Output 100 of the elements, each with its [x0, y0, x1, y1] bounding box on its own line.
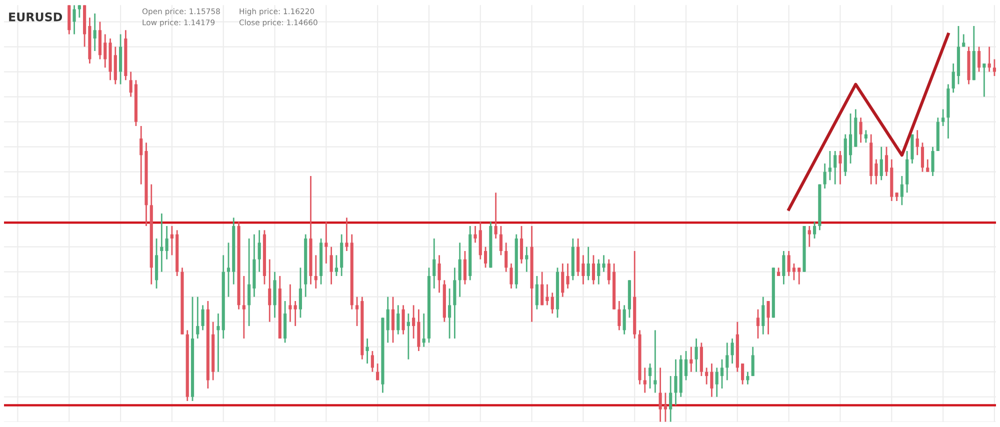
candlestick [345, 216, 348, 252]
candlestick [546, 284, 549, 306]
candlestick [864, 129, 868, 144]
candlestick [494, 192, 498, 240]
candlestick [715, 367, 718, 398]
candlestick [962, 34, 966, 48]
candlestick [566, 262, 570, 290]
candlestick [448, 288, 452, 340]
candlestick [690, 346, 693, 373]
candlestick [762, 296, 765, 336]
chart-title: EURUSD [9, 12, 62, 22]
candlestick [324, 221, 328, 264]
candlestick [828, 150, 832, 181]
candlestick [664, 392, 667, 422]
candlestick [658, 367, 662, 422]
candlestick [463, 250, 467, 286]
candlestick [669, 375, 672, 422]
candlestick [504, 242, 508, 273]
candlestick [288, 284, 292, 323]
candlestick [170, 225, 174, 256]
candlestick [952, 62, 955, 94]
candlestick [525, 246, 528, 273]
candlestick [618, 300, 621, 331]
candlestick [916, 129, 919, 156]
candlestick [942, 108, 945, 127]
candlestick [540, 271, 544, 306]
candlestick [201, 304, 204, 331]
candlestick [458, 242, 462, 298]
candlestick [705, 367, 708, 386]
candlestick [422, 312, 426, 348]
candlestick [330, 246, 333, 286]
candlestick [812, 221, 816, 240]
candlestick [982, 62, 986, 98]
candlestick [766, 300, 770, 336]
candlestick [402, 304, 405, 336]
candlestick [499, 225, 502, 256]
candlestick [396, 304, 400, 336]
candlestick [654, 329, 657, 394]
candlestick [900, 175, 904, 206]
candlestick [484, 246, 488, 268]
candlestick [242, 275, 246, 340]
candlestick [756, 308, 760, 340]
candlestick [880, 146, 883, 181]
candlestick [931, 146, 934, 177]
candlestick [93, 12, 96, 52]
candlestick [834, 150, 837, 186]
candlestick [884, 146, 888, 177]
candlestick [258, 229, 261, 273]
candlestick [694, 338, 698, 373]
candlestick [520, 225, 524, 264]
candlestick [165, 225, 168, 260]
candlestick [140, 125, 143, 186]
candlestick [268, 258, 272, 323]
candlestick [808, 225, 811, 248]
candlestick [298, 266, 302, 318]
candlestick [607, 258, 610, 286]
candlestick [386, 296, 390, 344]
candlestick [674, 358, 678, 406]
candlestick [787, 250, 790, 277]
candlestick [782, 250, 786, 286]
candlestick [792, 262, 796, 281]
candlestick [72, 5, 76, 35]
candlestick [874, 158, 878, 186]
candlestick [602, 254, 606, 273]
candlestick [859, 116, 862, 144]
candlestick [510, 262, 513, 290]
candlestick [751, 346, 754, 377]
candlestick [438, 254, 441, 294]
candlestick [823, 162, 826, 190]
candlestick [988, 46, 991, 72]
candlestick [78, 5, 81, 18]
candlestick [582, 254, 585, 286]
candlestick [838, 150, 842, 186]
candlestick [561, 262, 564, 298]
candlestick [226, 242, 230, 298]
candlestick [535, 275, 538, 310]
candlestick [160, 212, 164, 273]
candlestick [474, 225, 477, 244]
candlestick [294, 300, 297, 327]
candlestick [710, 362, 714, 398]
candlestick [798, 266, 801, 286]
candlestick [366, 338, 369, 364]
candlestick [622, 304, 626, 336]
candlestick [550, 292, 554, 314]
candlestick [746, 371, 750, 386]
candlestick [926, 158, 930, 173]
candlestick [648, 362, 652, 390]
candlestick [370, 350, 374, 373]
candlestick [104, 34, 107, 68]
candlestick [248, 238, 251, 327]
candlestick [314, 254, 318, 290]
candlestick [355, 296, 359, 327]
candlestick [730, 338, 734, 364]
candlestick [848, 112, 852, 164]
candlestick [597, 258, 600, 286]
candlestick [406, 312, 410, 360]
candlestick [432, 238, 436, 290]
candlestick [592, 254, 596, 286]
candlestick [684, 350, 688, 381]
candlestick [741, 362, 744, 386]
